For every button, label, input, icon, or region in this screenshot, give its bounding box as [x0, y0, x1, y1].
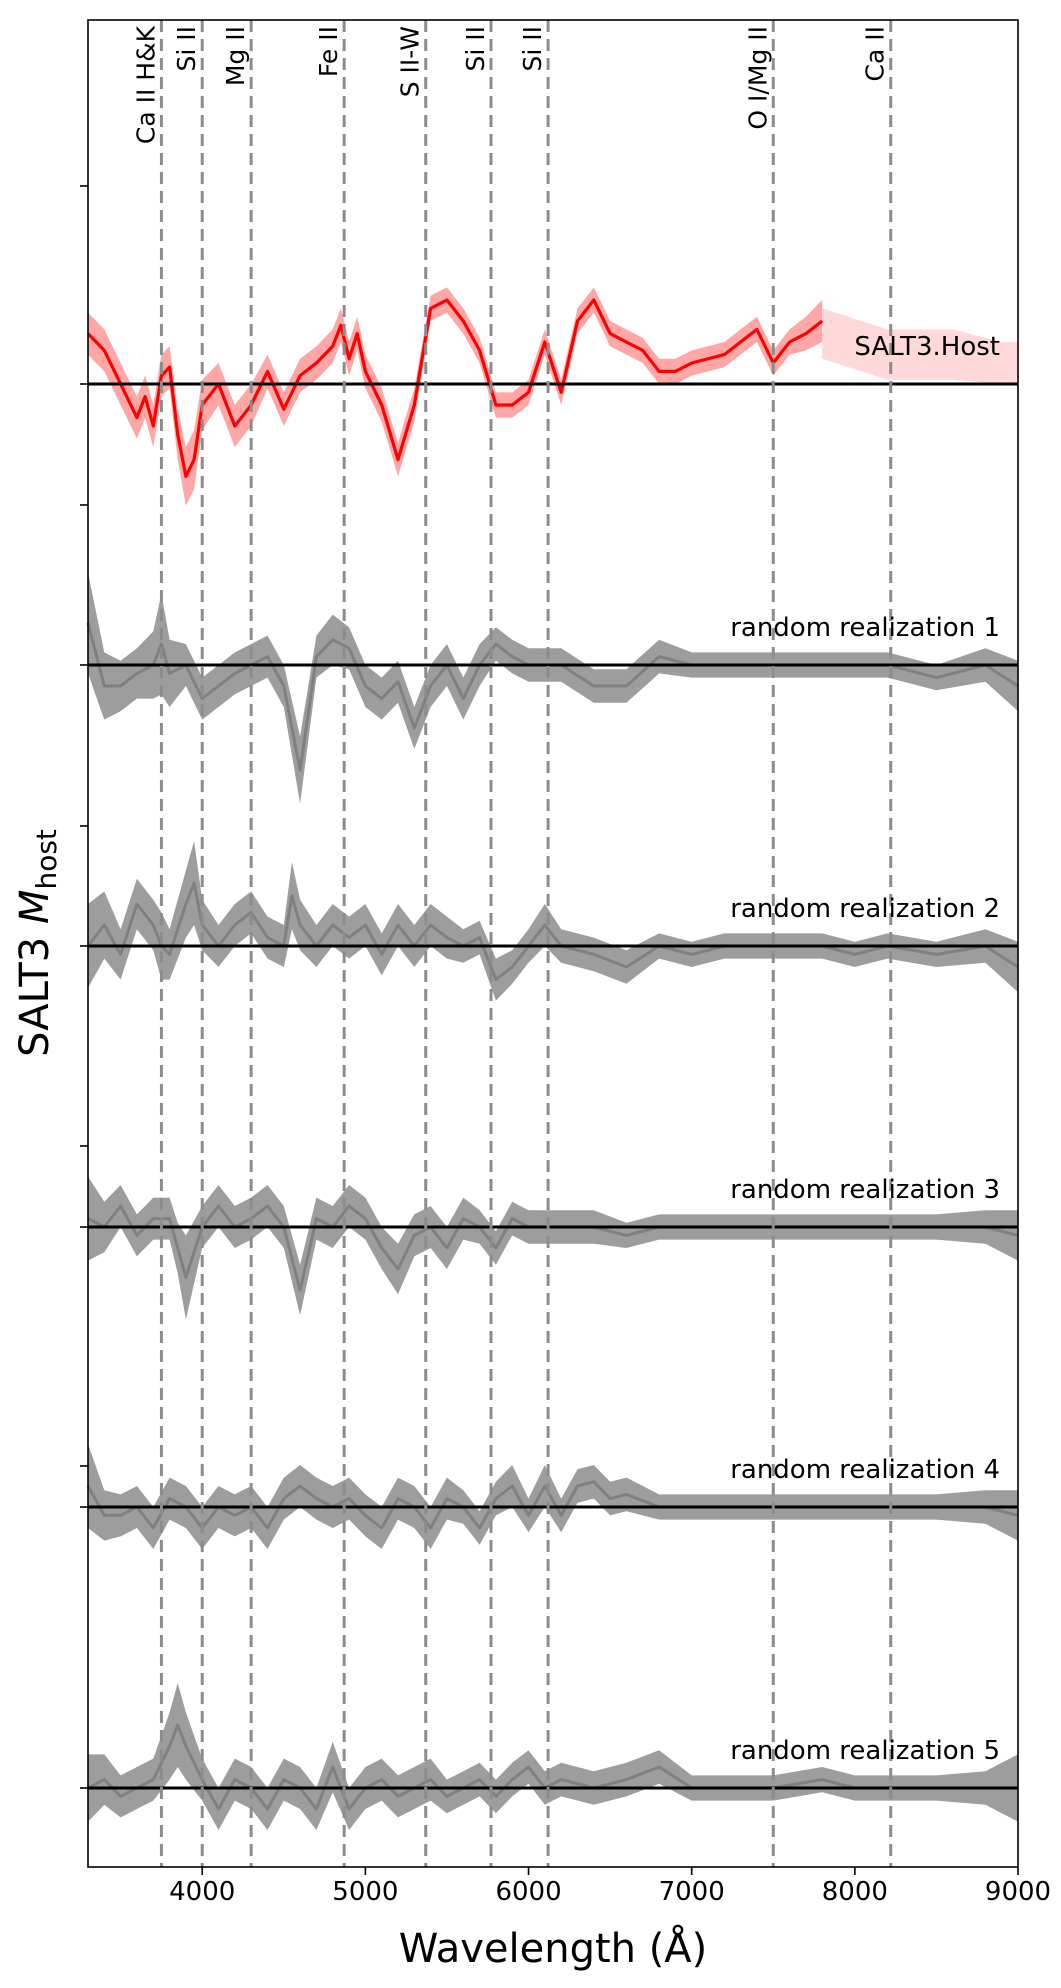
feature-lines: Ca II H&K Si II Mg II Fe II S II-W Si II Si II… [131, 20, 893, 1867]
y-axis-label-italic: M [12, 890, 58, 925]
feature-label-3: Mg II [221, 26, 250, 86]
feature-label-4: Fe II [314, 26, 343, 77]
feature-label-2: Si II [172, 26, 201, 72]
uncertainty-band-6 [88, 1683, 1018, 1830]
series-label-3: random realization 2 [730, 894, 1000, 924]
series-label-6: random realization 5 [730, 1736, 1000, 1766]
series-lines [86, 298, 1019, 1811]
y-axis-label-sub: host [30, 829, 63, 889]
faint-tail-band [822, 308, 1018, 384]
feature-label-5: S II-W [396, 26, 425, 97]
x-tick-label-5: 8000 [822, 1877, 888, 1907]
plot-frame [87, 19, 1019, 1868]
series-label-4: random realization 3 [730, 1175, 1000, 1205]
feature-label-1: Ca II H&K [131, 25, 160, 144]
x-tick-label-2: 5000 [332, 1877, 398, 1907]
y-axis-label: SALT3 Mhost [12, 829, 63, 1057]
series-label-5: random realization 4 [730, 1455, 1000, 1485]
uncertainty-band-3 [88, 841, 1018, 1001]
feature-label-9: Ca II [861, 26, 890, 81]
series-label-2: random realization 1 [730, 613, 1000, 643]
uncertainty-band-2 [88, 572, 1018, 804]
series-line-1 [86, 298, 824, 478]
y-axis-label-main: SALT3 [12, 924, 58, 1057]
uncertainty-band-1 [88, 287, 823, 506]
uncertainty-bands [88, 287, 1018, 1830]
feature-label-7: Si II [518, 26, 547, 72]
axis-ticks: 4000 5000 6000 7000 8000 9000 [80, 185, 1051, 1907]
x-tick-label-4: 7000 [659, 1877, 725, 1907]
x-tick-label-1: 4000 [169, 1877, 235, 1907]
series-labels: SALT3.Host random realization 1 random rea… [730, 332, 1000, 1766]
x-axis-label: Wavelength (Å) [399, 1924, 708, 1972]
series-line-3 [86, 881, 1019, 982]
uncertainty-band-4 [88, 1176, 1018, 1320]
x-tick-label-6: 9000 [985, 1877, 1051, 1907]
feature-label-8: O I/Mg II [743, 26, 772, 130]
feature-label-6: Si II [461, 26, 490, 72]
series-label-1: SALT3.Host [854, 332, 1000, 362]
uncertainty-band-5 [88, 1444, 1018, 1549]
x-tick-label-3: 6000 [495, 1877, 561, 1907]
zero-baselines [88, 382, 1018, 1790]
